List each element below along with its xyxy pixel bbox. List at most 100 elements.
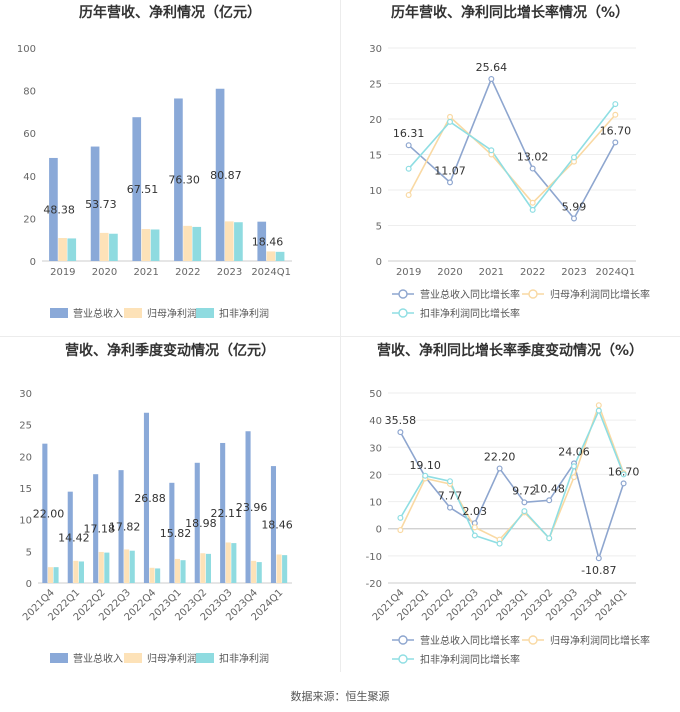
x-tick-label: 2020 <box>437 267 462 278</box>
series-point-2 <box>620 471 627 478</box>
series-line-2 <box>408 103 616 212</box>
data-label: 53.73 <box>85 198 117 211</box>
bar-revenue <box>215 88 225 261</box>
data-label: 67.51 <box>127 183 159 196</box>
bar-revenue <box>42 443 48 583</box>
bar-deducted-net-profit <box>155 568 161 583</box>
legend-marker <box>528 289 538 299</box>
series-point-1 <box>471 524 478 531</box>
series-line-0 <box>399 431 625 562</box>
bar-net-profit <box>183 225 192 261</box>
series-point-2 <box>612 101 619 108</box>
legend-label: 扣非净利润 <box>219 652 269 665</box>
x-tick-label: 2024Q1 <box>251 267 291 278</box>
bar-net-profit <box>98 551 104 583</box>
y-tick-label: 20 <box>369 115 382 126</box>
series-point-2 <box>571 463 578 470</box>
bar-revenue <box>143 412 150 583</box>
y-tick-label: 5 <box>376 222 382 233</box>
data-label: 18.46 <box>261 519 293 532</box>
series-point-2 <box>529 206 536 213</box>
series-point-2 <box>422 472 429 479</box>
series-point-2 <box>488 147 495 154</box>
data-label: 35.58 <box>385 414 417 427</box>
series-point-2 <box>446 478 453 485</box>
series-point-2 <box>595 407 602 414</box>
series-point-1 <box>595 402 602 409</box>
legend-swatch <box>196 308 214 318</box>
bar-revenue <box>257 221 267 261</box>
x-tick-label: 2024Q1 <box>595 267 635 278</box>
series-point-0 <box>397 429 404 436</box>
legend-label: 营业总收入 <box>73 652 123 665</box>
legend-marker <box>398 308 408 318</box>
y-tick-label: 60 <box>23 129 36 140</box>
data-label: 17.18 <box>84 523 116 536</box>
series-point-0 <box>546 497 553 504</box>
y-tick-label: 30 <box>369 44 382 55</box>
chart-title: 历年营收、净利情况（亿元） <box>79 4 261 21</box>
data-label: 22.11 <box>211 507 243 520</box>
series-point-0 <box>620 480 627 487</box>
bar-revenue <box>169 482 175 583</box>
legend-swatch <box>50 653 68 663</box>
bar-revenue <box>118 470 124 583</box>
series-point-1 <box>612 111 619 118</box>
legend-label: 归母净利润同比增长率 <box>550 634 650 647</box>
legend-swatch <box>124 308 142 318</box>
y-tick-label: 40 <box>23 172 36 183</box>
bar-deducted-net-profit <box>231 543 237 583</box>
horizontal-divider <box>0 336 680 337</box>
series-point-2 <box>496 540 503 547</box>
data-label: 23.96 <box>236 501 268 514</box>
y-tick-label: 20 <box>23 214 36 225</box>
data-label: 22.00 <box>33 507 65 520</box>
y-tick-label: 80 <box>23 87 36 98</box>
series-point-2 <box>521 508 528 515</box>
legend-label: 归母净利润同比增长率 <box>550 288 650 301</box>
series-point-0 <box>529 165 536 172</box>
bar-net-profit <box>47 567 53 583</box>
y-tick-label: 0 <box>30 257 36 268</box>
x-tick-label: 2020 <box>92 267 117 278</box>
data-label: 16.70 <box>608 465 640 478</box>
bar-net-profit <box>174 558 180 583</box>
bar-net-profit <box>141 229 151 261</box>
y-tick-label: 100 <box>17 44 36 55</box>
x-tick-label: 2022 <box>520 267 545 278</box>
bar-revenue <box>220 442 226 583</box>
bar-deducted-net-profit <box>180 560 186 583</box>
bar-net-profit <box>200 553 206 583</box>
legend-marker <box>398 289 408 299</box>
data-label: 22.20 <box>484 450 515 463</box>
data-label: 10.48 <box>533 482 565 495</box>
series-point-1 <box>405 191 412 198</box>
y-tick-label: 0 <box>376 525 382 536</box>
chart-title: 历年营收、净利同比增长率情况（%） <box>391 4 629 21</box>
bar-net-profit <box>251 560 257 583</box>
series-point-0 <box>446 179 453 186</box>
series-line-1 <box>399 402 625 541</box>
x-tick-label: 2019 <box>396 267 421 278</box>
legend-label: 扣非净利润同比增长率 <box>420 307 520 320</box>
bar-net-profit <box>266 251 276 261</box>
data-label: 5.99 <box>562 200 587 213</box>
series-point-2 <box>471 532 478 539</box>
bar-revenue <box>270 466 277 583</box>
series-line-2 <box>399 408 625 545</box>
data-label: 24.06 <box>558 445 590 458</box>
bar-net-profit <box>149 567 155 583</box>
y-tick-label: 20 <box>369 470 382 481</box>
bar-deducted-net-profit <box>104 552 110 583</box>
bar-deducted-net-profit <box>234 222 243 261</box>
bar-revenue <box>174 98 183 261</box>
y-tick-label: 40 <box>369 416 382 427</box>
y-tick-label: 0 <box>26 579 32 590</box>
legend-swatch <box>124 653 142 663</box>
legend-marker <box>528 635 538 645</box>
annual-revenue-profit-bar-chart: 历年营收、净利情况（亿元） 0 20 40 60 80 100 2019 2020 2021 202… <box>17 4 292 320</box>
quarterly-revenue-profit-bar-chart: 营收、净利季度变动情况（亿元）0510152025302021Q42022Q12… <box>19 342 293 665</box>
chart-title: 营收、净利同比增长率季度变动情况（%） <box>377 342 643 359</box>
y-tick-label: 25 <box>369 80 382 91</box>
data-label: 80.87 <box>210 169 242 182</box>
